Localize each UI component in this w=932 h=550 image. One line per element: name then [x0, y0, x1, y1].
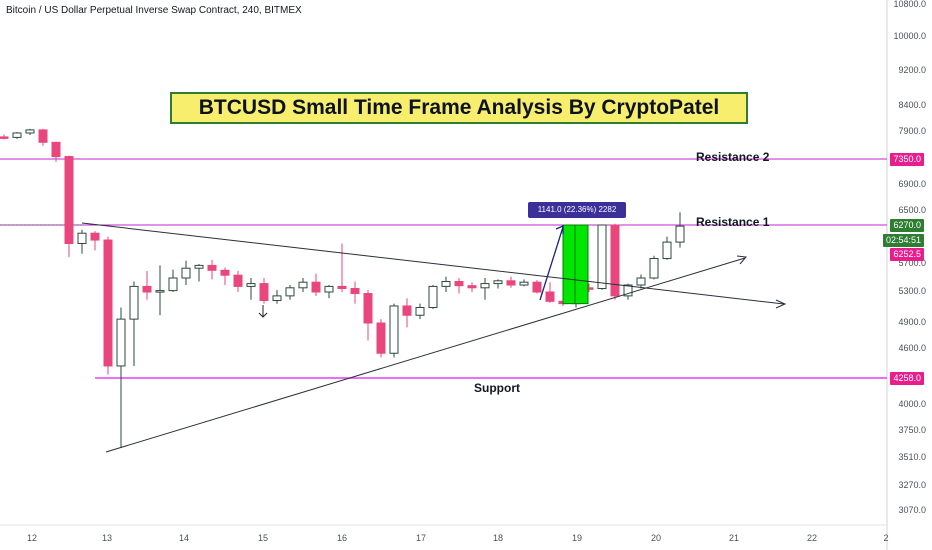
- price-badge: 02:54:51: [882, 234, 924, 247]
- candle-body: [610, 224, 620, 297]
- resistance-1-label: Resistance 1: [696, 215, 770, 229]
- price-tick-label: 5700.0: [898, 258, 926, 268]
- date-tick-label: 16: [336, 533, 348, 543]
- symbol-title: Bitcoin / US Dollar Perpetual Inverse Sw…: [6, 5, 302, 16]
- descending-trendline: [81, 222, 785, 305]
- candle-body: [649, 258, 659, 279]
- date-tick-label: 18: [492, 533, 504, 543]
- price-tick-label: 7900.0: [898, 126, 926, 136]
- candle-body: [194, 264, 204, 269]
- price-badge: 4258.0: [890, 372, 924, 385]
- ascending-arrowhead: [736, 255, 747, 265]
- candle-body: [376, 322, 386, 354]
- candle-body: [363, 293, 373, 324]
- candle-body: [597, 224, 607, 289]
- candle-body: [311, 281, 321, 293]
- candle-body: [220, 269, 230, 276]
- date-tick-label: 15: [257, 533, 269, 543]
- candle-body: [103, 239, 113, 367]
- candle-body: [389, 305, 399, 354]
- price-badge: 7350.0: [890, 153, 924, 166]
- candle-body: [116, 318, 126, 367]
- measure-tag: 1141.0 (22.36%) 2282: [528, 202, 626, 218]
- candle-body: [467, 285, 477, 289]
- candle-body: [38, 129, 48, 143]
- candle-body: [233, 274, 243, 287]
- price-badge: 6252.5: [890, 248, 924, 261]
- candle-body: [350, 288, 360, 295]
- price-tick-label: 10000.0: [893, 31, 926, 41]
- candle-body: [636, 277, 646, 286]
- price-tick-label: 4900.0: [898, 317, 926, 327]
- candle-body: [623, 284, 633, 297]
- candle-body: [90, 232, 100, 241]
- analysis-title-banner: BTCUSD Small Time Frame Analysis By Cryp…: [170, 92, 748, 124]
- candle-body: [207, 264, 217, 271]
- price-tick-label: 3270.0: [898, 480, 926, 490]
- candle-body: [402, 305, 412, 316]
- candle-body: [25, 129, 35, 134]
- price-badge: 6270.0: [890, 219, 924, 232]
- date-tick-label: 13: [101, 533, 113, 543]
- candle-body: [519, 281, 529, 286]
- candle-body: [129, 285, 139, 320]
- candle-body: [454, 281, 464, 287]
- candle-body: [675, 225, 685, 243]
- candle-body: [337, 285, 347, 289]
- price-tick-label: 4600.0: [898, 343, 926, 353]
- candle-body: [298, 281, 308, 289]
- candle-body: [12, 132, 22, 138]
- candle-body: [662, 241, 672, 260]
- price-tick-label: 3510.0: [898, 452, 926, 462]
- ascending-trendline: [105, 257, 746, 453]
- date-tick-label: 17: [415, 533, 427, 543]
- date-tick-label: 19: [571, 533, 583, 543]
- date-tick-label: 14: [178, 533, 190, 543]
- candle-body: [181, 267, 191, 279]
- date-tick-label: 21: [728, 533, 740, 543]
- price-tick-label: 8400.0: [898, 100, 926, 110]
- candle-body: [142, 285, 152, 293]
- candle-body: [272, 295, 282, 302]
- date-tick-label: 20: [650, 533, 662, 543]
- resistance-2-label: Resistance 2: [696, 150, 770, 164]
- candle-body: [493, 280, 503, 285]
- candle-body: [480, 283, 490, 289]
- price-tick-label: 9200.0: [898, 65, 926, 75]
- price-tick-label: 4000.0: [898, 399, 926, 409]
- candle-body: [545, 291, 555, 302]
- price-tick-label: 6900.0: [898, 179, 926, 189]
- measure-arrowhead: [555, 225, 564, 234]
- date-tick-label: 22: [806, 533, 818, 543]
- candle-body: [428, 285, 438, 308]
- candle-body: [168, 277, 178, 292]
- candle-body: [77, 232, 87, 244]
- candle-body: [246, 283, 256, 287]
- candle-body: [259, 283, 269, 302]
- candle-body: [285, 287, 295, 297]
- candle-body: [324, 285, 334, 293]
- candle-body: [155, 290, 165, 293]
- candle-body: [441, 281, 451, 287]
- descending-arrowhead: [775, 299, 787, 309]
- measure-arrow: [539, 226, 564, 301]
- date-tick-label: 12: [26, 533, 38, 543]
- support-label: Support: [474, 381, 520, 395]
- candle-body: [506, 280, 516, 286]
- candle-body: [415, 307, 425, 316]
- price-tick-label: 10800.0: [893, 0, 926, 9]
- price-tick-label: 3070.0: [898, 505, 926, 515]
- date-tick-label: 2: [883, 533, 889, 543]
- price-tick-label: 5300.0: [898, 286, 926, 296]
- price-tick-label: 3750.0: [898, 425, 926, 435]
- price-tick-label: 6500.0: [898, 205, 926, 215]
- candle-body: [532, 281, 542, 293]
- down-arrow-marker: [258, 305, 268, 318]
- candle-body: [0, 136, 9, 139]
- candle-body: [64, 156, 74, 244]
- candle-body: [51, 141, 61, 158]
